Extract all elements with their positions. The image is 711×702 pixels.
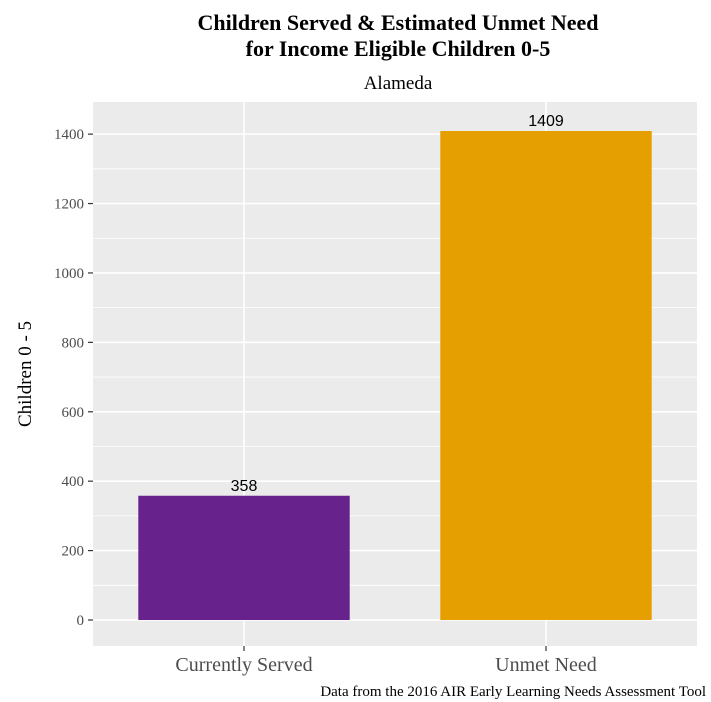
y-tick-label: 1400 — [54, 127, 84, 143]
y-tick-label: 400 — [62, 474, 85, 490]
y-tick-label: 600 — [62, 405, 85, 421]
y-axis-ticks: 0 200 400 600 800 1000 1200 1400 — [54, 127, 93, 629]
bar-value-label: 358 — [231, 478, 258, 495]
bar — [138, 495, 350, 620]
y-tick-label: 0 — [77, 613, 85, 629]
chart-title-line2: for Income Eligible Children 0-5 — [246, 36, 551, 61]
x-tick-label: Unmet Need — [495, 654, 597, 676]
y-axis-label: Children 0 - 5 — [15, 321, 36, 427]
chart-title: Children Served & Estimated Unmet Need — [197, 10, 598, 35]
bar-value-label: 1409 — [528, 113, 564, 130]
chart-caption: Data from the 2016 AIR Early Learning Ne… — [320, 684, 706, 700]
x-tick-label: Currently Served — [175, 654, 312, 676]
chart-subtitle: Alameda — [364, 73, 433, 94]
y-tick-label: 800 — [62, 335, 85, 351]
y-tick-label: 1000 — [54, 266, 84, 282]
bars — [138, 131, 652, 620]
x-axis-ticks: Currently Served Unmet Need — [175, 646, 597, 676]
y-tick-label: 200 — [62, 544, 85, 560]
y-tick-label: 1200 — [54, 197, 84, 213]
bar — [440, 131, 652, 620]
data-labels: 358 1409 — [231, 113, 564, 495]
